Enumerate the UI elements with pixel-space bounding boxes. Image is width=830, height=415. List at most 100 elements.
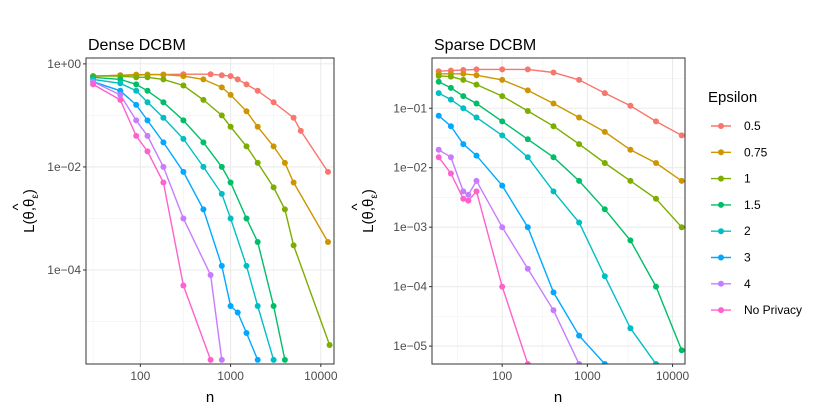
point-sparse-6-0 [435, 146, 442, 153]
point-sparse-0-10 [653, 118, 659, 125]
series-line-dense-6 [92, 81, 223, 360]
point-dense-2-14 [326, 342, 333, 348]
point-dense-3-9 [243, 215, 250, 222]
y-tick-label-sparse: 1e−04 [393, 280, 427, 294]
grid-sparse [432, 58, 685, 364]
point-dense-6-4 [160, 163, 167, 170]
point-dense-3-2 [133, 81, 140, 88]
point-dense-4-3 [144, 99, 151, 106]
point-dense-0-13 [290, 114, 297, 121]
point-dense-5-3 [144, 117, 151, 124]
point-dense-4-10 [254, 303, 261, 309]
y-axis-title-dense-text: L(θ,θε) [21, 189, 41, 233]
point-dense-7-3 [144, 148, 151, 155]
point-dense-4-6 [200, 163, 207, 170]
legend-key-point [718, 201, 724, 208]
point-dense-2-4 [160, 76, 167, 83]
legend-title: Epsilon [708, 89, 757, 106]
point-sparse-3-3 [473, 100, 480, 107]
point-sparse-5-6 [550, 289, 557, 296]
grid-dense [86, 58, 334, 364]
point-dense-0-7 [218, 72, 225, 79]
point-dense-1-14 [325, 239, 331, 245]
point-sparse-5-2 [460, 141, 467, 148]
point-dense-6-3 [144, 132, 151, 139]
series-line-dense-1 [93, 73, 329, 243]
point-dense-0-15 [325, 168, 331, 175]
panel-title-dense: Dense DCBM [88, 37, 186, 54]
point-dense-1-9 [243, 108, 250, 115]
point-dense-4-8 [227, 215, 234, 222]
point-sparse-3-7 [576, 177, 583, 184]
point-dense-3-12 [281, 356, 288, 363]
point-dense-7-4 [160, 179, 167, 186]
point-dense-3-11 [270, 303, 277, 309]
point-sparse-1-6 [550, 100, 557, 107]
legend-key-point [718, 228, 724, 235]
point-sparse-1-5 [524, 87, 531, 94]
point-sparse-4-7 [576, 219, 583, 226]
point-dense-7-0 [90, 81, 97, 88]
legend-label: 2 [744, 224, 751, 238]
point-sparse-0-11 [678, 132, 685, 139]
point-sparse-2-0 [435, 72, 442, 79]
series-line-sparse-2 [438, 75, 683, 228]
point-dense-5-9 [234, 309, 241, 316]
point-dense-7-6 [207, 356, 214, 363]
point-sparse-2-7 [576, 141, 583, 148]
point-dense-1-8 [227, 91, 234, 98]
point-dense-5-10 [243, 330, 250, 336]
point-dense-6-7 [218, 356, 225, 363]
panel-title-sparse: Sparse DCBM [434, 37, 536, 54]
series-line-sparse-1 [438, 73, 683, 182]
point-sparse-3-6 [550, 154, 557, 161]
point-dense-5-8 [227, 303, 234, 309]
point-sparse-2-9 [627, 177, 634, 184]
point-sparse-1-3 [473, 72, 480, 79]
series-line-dense-0 [93, 73, 329, 173]
ticks-dense: 100 1000 10000 1e+00 1e−02 1e−04 [47, 57, 338, 383]
x-tick-label-dense: 10000 [304, 369, 338, 383]
point-sparse-4-9 [627, 325, 634, 332]
point-dense-5-4 [160, 139, 167, 146]
series-sparse [435, 66, 685, 364]
point-sparse-2-6 [550, 123, 557, 130]
legend-label: 0.75 [744, 145, 768, 159]
point-sparse-5-0 [435, 112, 442, 119]
point-dense-0-9 [234, 76, 241, 83]
point-sparse-0-8 [601, 90, 608, 97]
point-sparse-3-8 [601, 206, 608, 213]
point-dense-7-5 [180, 282, 187, 289]
point-dense-1-11 [270, 143, 277, 150]
point-sparse-2-5 [524, 108, 531, 114]
legend-key-point [718, 175, 724, 182]
point-sparse-5-3 [473, 152, 480, 159]
point-sparse-7-1 [447, 170, 454, 177]
point-sparse-6-2 [460, 188, 467, 195]
point-dense-2-13 [290, 242, 297, 249]
y-axis-hat-sparse: ^ [349, 203, 366, 210]
point-sparse-0-3 [473, 66, 480, 73]
point-dense-4-11 [270, 356, 277, 363]
legend-key-point [718, 149, 724, 156]
point-sparse-1-9 [627, 146, 634, 153]
point-dense-5-1 [117, 87, 124, 94]
point-dense-4-1 [117, 80, 124, 87]
point-sparse-5-7 [576, 332, 583, 339]
point-dense-3-8 [227, 179, 234, 186]
point-dense-4-7 [218, 190, 225, 197]
point-sparse-3-9 [627, 237, 634, 244]
point-sparse-4-6 [550, 188, 557, 195]
point-sparse-4-10 [653, 361, 659, 364]
point-dense-5-7 [218, 262, 225, 269]
x-tick-label-dense: 1000 [217, 369, 244, 383]
x-tick-label-dense: 100 [130, 369, 150, 383]
point-sparse-4-0 [435, 90, 442, 97]
y-tick-label-sparse: 1e−02 [393, 161, 427, 175]
point-sparse-6-3 [465, 191, 472, 198]
point-sparse-2-3 [473, 81, 480, 88]
y-tick-label-dense: 1e+00 [47, 57, 81, 71]
y-tick-label-sparse: 1e−05 [393, 339, 427, 353]
legend-key-point [718, 254, 724, 261]
